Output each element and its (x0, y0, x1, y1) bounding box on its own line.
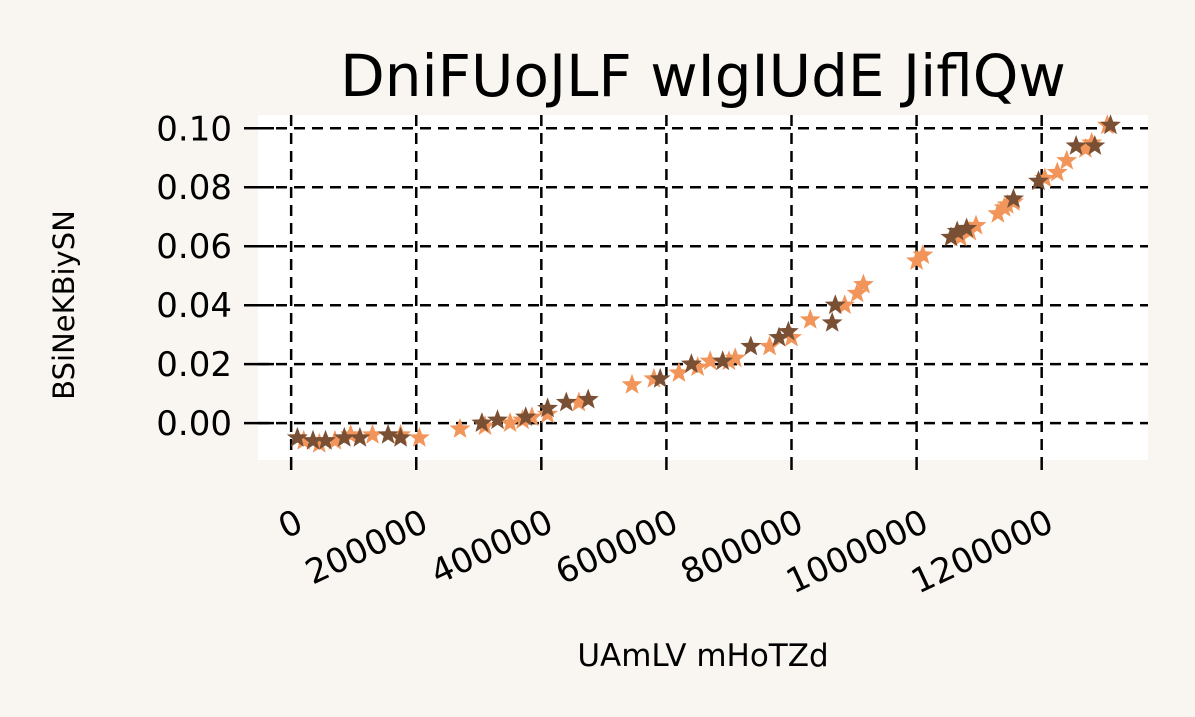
data-point-star (759, 335, 781, 356)
x-tick-label: 200000 (299, 502, 434, 593)
data-point-star (390, 426, 412, 447)
data-point-star (712, 350, 734, 371)
y-tick-label: 0.02 (156, 345, 232, 385)
data-point-star (1100, 114, 1121, 135)
data-point-star (333, 426, 355, 447)
data-point-star (777, 320, 799, 341)
data-point-star (1065, 135, 1087, 155)
data-point-star (1081, 132, 1103, 152)
data-point-star (286, 426, 308, 447)
x-axis-label: UAmLV mHoTZd (577, 638, 828, 674)
data-point-star (1075, 137, 1096, 158)
data-point-star (449, 418, 471, 438)
data-point-star (956, 217, 978, 238)
data-point-star (471, 412, 493, 432)
data-point-star (577, 388, 599, 409)
data-point-star (349, 426, 371, 447)
x-tick-label: 400000 (425, 502, 560, 593)
data-point-star (621, 373, 643, 394)
data-point-star (740, 335, 762, 356)
data-point-star (1084, 135, 1106, 155)
data-point-star (799, 308, 821, 329)
data-point-star (515, 406, 537, 427)
data-point-star (499, 412, 521, 432)
data-point-star (302, 429, 324, 450)
data-point-star (362, 423, 383, 444)
grid-lines (258, 115, 1148, 460)
data-point-star (668, 362, 690, 382)
data-point-star (965, 214, 987, 235)
data-point-star (846, 282, 868, 303)
data-point-star (834, 294, 856, 315)
y-tick-label: 0.00 (156, 404, 232, 444)
data-points (286, 114, 1121, 453)
data-point-star (821, 311, 843, 332)
data-point-star (308, 432, 330, 453)
y-tick-label: 0.10 (156, 109, 232, 149)
y-axis-label: BSiNeKBiySN (47, 210, 81, 400)
data-point-star (687, 356, 709, 376)
data-point-star (724, 347, 746, 368)
data-point-star (340, 423, 361, 444)
data-point-star (996, 193, 1018, 214)
data-point-star (946, 220, 968, 241)
data-point-star (293, 429, 315, 450)
data-point-star (487, 409, 508, 430)
chart-title: DniFUoJLF wIgIUdE JiflQw (340, 42, 1066, 110)
y-tick-label: 0.06 (156, 227, 232, 267)
data-point-star (1028, 170, 1049, 191)
x-tick-label: 1200000 (905, 502, 1059, 602)
x-tick-label: 600000 (550, 502, 685, 593)
data-point-star (537, 397, 558, 418)
data-point-star (853, 273, 874, 294)
data-point-star (1056, 149, 1078, 170)
data-point-star (906, 250, 927, 270)
data-point-star (649, 367, 671, 388)
data-point-star (912, 244, 934, 264)
x-tick-label: 0 (272, 502, 309, 547)
data-point-star (824, 294, 846, 315)
data-point-star (408, 426, 430, 447)
plot-area (258, 115, 1148, 460)
data-point-star (377, 423, 399, 444)
x-tick-label: 1000000 (780, 502, 934, 602)
data-point-star (940, 226, 962, 247)
data-point-star (568, 391, 590, 412)
y-tick-label: 0.04 (156, 286, 232, 326)
y-tick-label: 0.08 (156, 168, 232, 208)
data-point-star (987, 202, 1009, 223)
data-point-star (699, 350, 721, 371)
data-point-star (555, 391, 577, 412)
data-point-star (315, 429, 336, 450)
data-point-star (537, 403, 558, 424)
data-point-star (1046, 161, 1068, 182)
data-point-star (324, 429, 346, 450)
data-point-star (1003, 188, 1024, 208)
data-point-star (768, 326, 790, 347)
data-point-star (1034, 167, 1056, 188)
data-point-star (681, 353, 702, 374)
